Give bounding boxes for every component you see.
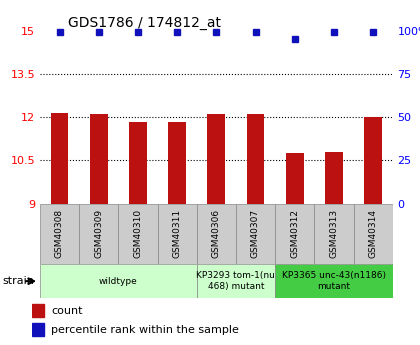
Bar [129,122,147,204]
Bar [90,115,108,204]
Bar [247,115,264,204]
Bar [51,113,68,204]
FancyBboxPatch shape [79,204,118,264]
Text: KP3293 tom-1(nu
468) mutant: KP3293 tom-1(nu 468) mutant [197,272,276,291]
FancyBboxPatch shape [314,204,354,264]
Bar [32,304,44,317]
FancyBboxPatch shape [197,204,236,264]
Bar [364,117,382,204]
Text: GSM40307: GSM40307 [251,209,260,258]
Text: wildtype: wildtype [99,277,138,286]
FancyBboxPatch shape [354,204,393,264]
Bar [168,122,186,204]
Text: GSM40312: GSM40312 [290,209,299,258]
Bar [325,152,343,204]
Text: GSM40310: GSM40310 [134,209,142,258]
Text: count: count [51,306,83,316]
Text: GSM40313: GSM40313 [329,209,339,258]
Text: percentile rank within the sample: percentile rank within the sample [51,325,239,335]
FancyBboxPatch shape [158,204,197,264]
Text: GSM40308: GSM40308 [55,209,64,258]
FancyBboxPatch shape [40,204,79,264]
Text: GSM40314: GSM40314 [369,209,378,258]
FancyBboxPatch shape [236,204,275,264]
FancyBboxPatch shape [118,204,158,264]
Text: GSM40311: GSM40311 [173,209,181,258]
Text: GSM40309: GSM40309 [94,209,103,258]
FancyBboxPatch shape [275,264,393,298]
Text: GDS1786 / 174812_at: GDS1786 / 174812_at [68,16,221,30]
FancyBboxPatch shape [197,264,275,298]
FancyBboxPatch shape [275,204,314,264]
Bar [207,115,225,204]
Bar [286,153,304,204]
Bar [32,323,44,336]
Text: KP3365 unc-43(n1186)
mutant: KP3365 unc-43(n1186) mutant [282,272,386,291]
FancyBboxPatch shape [40,264,197,298]
Text: strain: strain [2,276,34,286]
Text: GSM40306: GSM40306 [212,209,221,258]
